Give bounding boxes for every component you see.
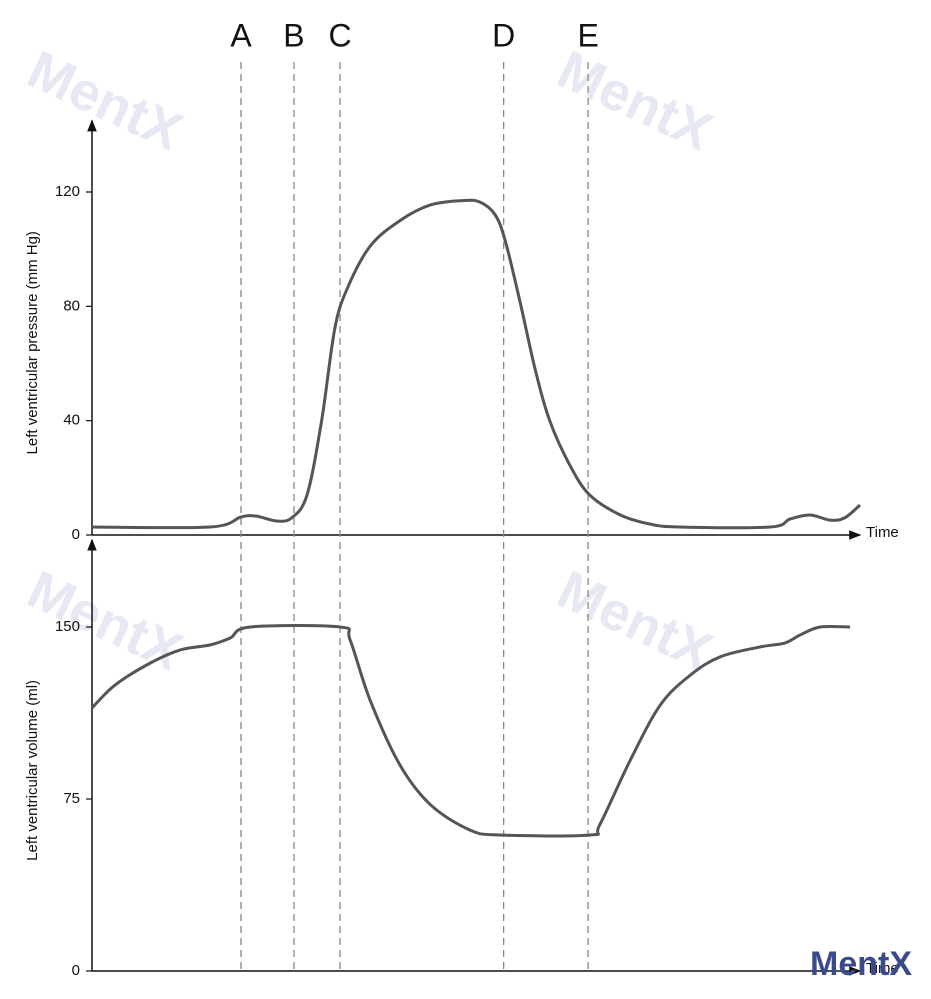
y-tick-label: 0 [72, 962, 80, 979]
x-axis-label: Time [866, 524, 899, 541]
watermark: MentX [549, 559, 721, 682]
y-tick-label: 0 [72, 526, 80, 543]
y-axis-label: Left ventricular volume (ml) [24, 680, 41, 861]
watermark: MentX [19, 559, 191, 682]
y-tick-label: 150 [55, 618, 80, 635]
curve [91, 198, 861, 530]
watermark: MentX [19, 39, 191, 162]
y-axis-label: Left ventricular pressure (mm Hg) [24, 231, 41, 454]
event-label: B [283, 17, 304, 53]
event-label: D [492, 17, 515, 53]
curve [90, 624, 851, 838]
y-tick-label: 80 [63, 297, 80, 314]
y-tick-label: 75 [63, 790, 80, 807]
event-label: C [329, 17, 352, 53]
event-label: A [230, 17, 252, 53]
x-axis-label: Time [866, 960, 899, 977]
watermark: MentX [549, 39, 721, 162]
logo: MentX [810, 945, 912, 983]
y-tick-label: 120 [55, 183, 80, 200]
y-tick-label: 40 [63, 412, 80, 429]
event-label: E [577, 17, 598, 53]
